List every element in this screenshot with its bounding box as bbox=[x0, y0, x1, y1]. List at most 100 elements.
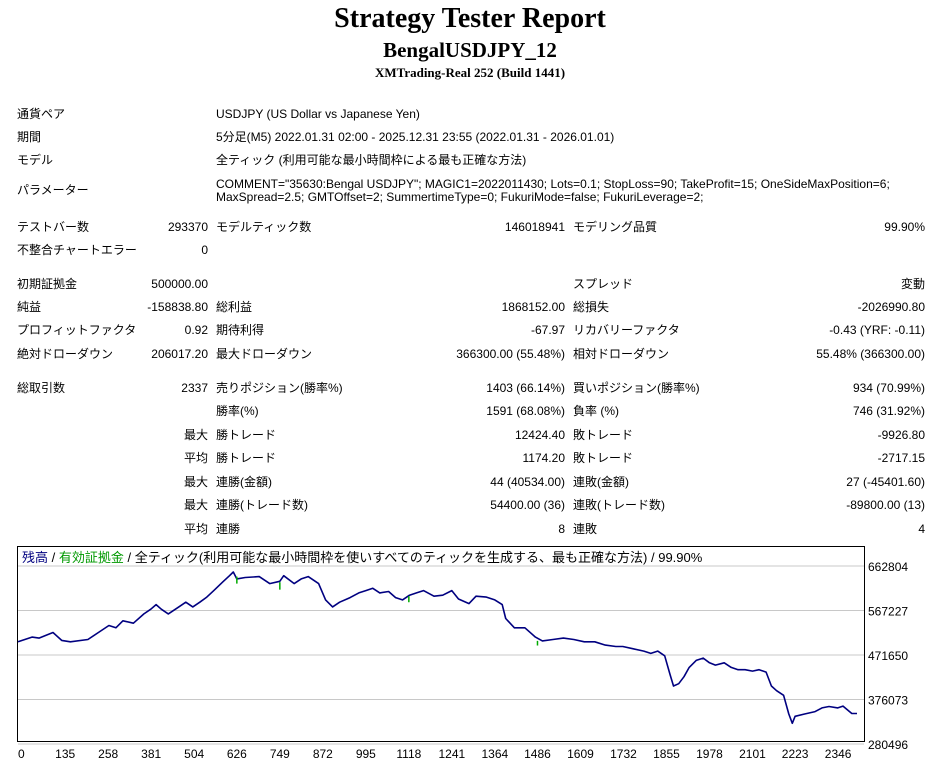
expected-payoff-label: 期待利得 bbox=[216, 323, 265, 337]
gross-loss-value: -2026990.80 bbox=[857, 300, 925, 314]
max-consecutive-profit-value: 54400.00 (36) bbox=[490, 498, 565, 512]
deposit-label: 初期証拠金 bbox=[17, 277, 78, 291]
x-tick-label: 0 bbox=[18, 747, 25, 761]
win-rate-value: 1591 (68.08%) bbox=[486, 404, 565, 418]
win-rate-label: 勝率(%) bbox=[216, 404, 259, 418]
errors-value: 0 bbox=[201, 243, 208, 257]
report-subtitle: BengalUSDJPY_12 bbox=[383, 38, 557, 62]
total-trades-label: 総取引数 bbox=[17, 381, 66, 395]
average-loss-value: -2717.15 bbox=[877, 451, 925, 465]
net-profit-value: -158838.80 bbox=[147, 300, 208, 314]
spread-value: 変動 bbox=[900, 277, 925, 291]
gross-profit-value: 1868152.00 bbox=[501, 300, 565, 314]
parameters-line-2: MaxSpread=2.5; GMTOffset=2; SummertimeTy… bbox=[216, 190, 704, 204]
report-build: XMTrading-Real 252 (Build 1441) bbox=[374, 65, 566, 80]
max-consecutive-losses-amount-label: 連敗(金額) bbox=[573, 475, 629, 489]
x-tick-label: 995 bbox=[356, 747, 376, 761]
max-prefix: 最大 bbox=[183, 498, 208, 512]
short-positions-value: 1403 (66.14%) bbox=[486, 381, 565, 395]
balance-line bbox=[17, 571, 857, 725]
errors-label: 不整合チャートエラー bbox=[17, 243, 137, 257]
largest-win-value: 12424.40 bbox=[514, 428, 565, 442]
legend-balance: 残高 bbox=[22, 550, 49, 565]
balance-chart-frame bbox=[17, 546, 865, 742]
period-value: 5分足(M5) 2022.01.31 02:00 - 2025.12.31 23… bbox=[216, 130, 615, 144]
x-tick-label: 626 bbox=[227, 747, 247, 761]
average-win-value: 1174.20 bbox=[522, 451, 566, 465]
average-consecutive-wins-value: 8 bbox=[558, 522, 565, 536]
max-consecutive-wins-amount-value: 44 (40534.00) bbox=[490, 475, 565, 489]
x-tick-label: 381 bbox=[141, 747, 161, 761]
largest-loss-label: 敗トレード bbox=[573, 428, 634, 442]
absolute-drawdown-value: 206017.20 bbox=[151, 347, 208, 361]
x-tick-label: 135 bbox=[55, 747, 75, 761]
gross-loss-label: 総損失 bbox=[573, 300, 610, 314]
x-tick-label: 872 bbox=[313, 747, 333, 761]
long-positions-label: 買いポジション(勝率%) bbox=[573, 381, 700, 395]
long-positions-value: 934 (70.99%) bbox=[852, 381, 925, 395]
y-tick-label: 280496 bbox=[868, 738, 908, 752]
profit-factor-label: プロフィットファクタ bbox=[17, 323, 137, 337]
absolute-drawdown-label: 絶対ドローダウン bbox=[17, 347, 114, 361]
bars-label: テストバー数 bbox=[17, 220, 90, 234]
largest-win-label: 勝トレード bbox=[216, 428, 277, 442]
max-consecutive-loss-label: 連敗(トレード数) bbox=[573, 498, 665, 512]
period-label: 期間 bbox=[17, 130, 42, 144]
x-tick-label: 1978 bbox=[696, 747, 723, 761]
largest-loss-value: -9926.80 bbox=[877, 428, 925, 442]
symbol-value: USDJPY (US Dollar vs Japanese Yen) bbox=[216, 107, 420, 121]
x-tick-label: 1609 bbox=[567, 747, 594, 761]
expected-payoff-value: -67.97 bbox=[530, 323, 565, 337]
average-win-label: 勝トレード bbox=[216, 451, 277, 465]
average-consecutive-losses-value: 4 bbox=[918, 522, 925, 536]
x-tick-label: 1241 bbox=[438, 747, 465, 761]
profit-factor-value: 0.92 bbox=[184, 323, 208, 337]
relative-drawdown-label: 相対ドローダウン bbox=[573, 347, 670, 361]
max-consecutive-wins-amount-label: 連勝(金額) bbox=[216, 475, 272, 489]
quality-value: 99.90% bbox=[884, 220, 925, 234]
symbol-label: 通貨ペア bbox=[17, 107, 66, 121]
recovery-factor-value: -0.43 (YRF: -0.11) bbox=[829, 323, 925, 337]
short-positions-label: 売りポジション(勝率%) bbox=[216, 381, 343, 395]
average-consecutive-wins-label: 連勝 bbox=[216, 522, 241, 536]
max-consecutive-losses-amount-value: 27 (-45401.60) bbox=[846, 475, 925, 489]
x-tick-label: 749 bbox=[270, 747, 290, 761]
y-tick-label: 567227 bbox=[868, 605, 908, 619]
average-loss-label: 敗トレード bbox=[573, 451, 634, 465]
x-tick-label: 1855 bbox=[653, 747, 680, 761]
model-value: 全ティック (利用可能な最小時間枠による最も正確な方法) bbox=[216, 153, 527, 167]
x-tick-label: 1732 bbox=[610, 747, 637, 761]
relative-drawdown-value: 55.48% (366300.00) bbox=[816, 347, 925, 361]
legend-separator: / bbox=[48, 550, 59, 565]
legend-equity: 有効証拠金 bbox=[58, 550, 124, 565]
max-prefix: 最大 bbox=[183, 475, 208, 489]
x-tick-label: 1486 bbox=[524, 747, 551, 761]
max-drawdown-value: 366300.00 (55.48%) bbox=[456, 347, 565, 361]
parameters-line-1: COMMENT="35630:Bengal USDJPY"; MAGIC1=20… bbox=[216, 177, 890, 191]
model-label: モデル bbox=[17, 153, 54, 167]
net-profit-label: 純益 bbox=[17, 300, 42, 314]
recovery-factor-label: リカバリーファクタ bbox=[573, 323, 680, 337]
parameters-label: パラメーター bbox=[17, 183, 89, 197]
loss-rate-value: 746 (31.92%) bbox=[852, 404, 925, 418]
chart-legend: 残高 / 有効証拠金 / 全ティック(利用可能な最小時間枠を使いすべてのティック… bbox=[22, 550, 702, 566]
max-consecutive-profit-label: 連勝(トレード数) bbox=[216, 498, 308, 512]
y-tick-label: 662804 bbox=[868, 560, 908, 574]
x-tick-label: 2101 bbox=[739, 747, 766, 761]
bars-value: 293370 bbox=[167, 220, 208, 234]
y-tick-label: 376073 bbox=[868, 694, 908, 708]
avg-prefix: 平均 bbox=[183, 451, 208, 465]
deposit-value: 500000.00 bbox=[151, 277, 208, 291]
avg-prefix: 平均 bbox=[183, 522, 208, 536]
x-tick-label: 504 bbox=[184, 747, 204, 761]
legend-description: / 全ティック(利用可能な最小時間枠を使いすべてのティックを生成する、最も正確な… bbox=[123, 550, 703, 565]
ticks-label: モデルティック数 bbox=[216, 220, 312, 234]
spread-label: スプレッド bbox=[573, 277, 634, 291]
max-prefix: 最大 bbox=[183, 428, 208, 442]
quality-label: モデリング品質 bbox=[573, 220, 658, 234]
max-drawdown-label: 最大ドローダウン bbox=[216, 347, 313, 361]
x-tick-label: 2346 bbox=[825, 747, 852, 761]
y-tick-label: 471650 bbox=[868, 649, 908, 663]
x-tick-label: 1118 bbox=[396, 747, 421, 761]
